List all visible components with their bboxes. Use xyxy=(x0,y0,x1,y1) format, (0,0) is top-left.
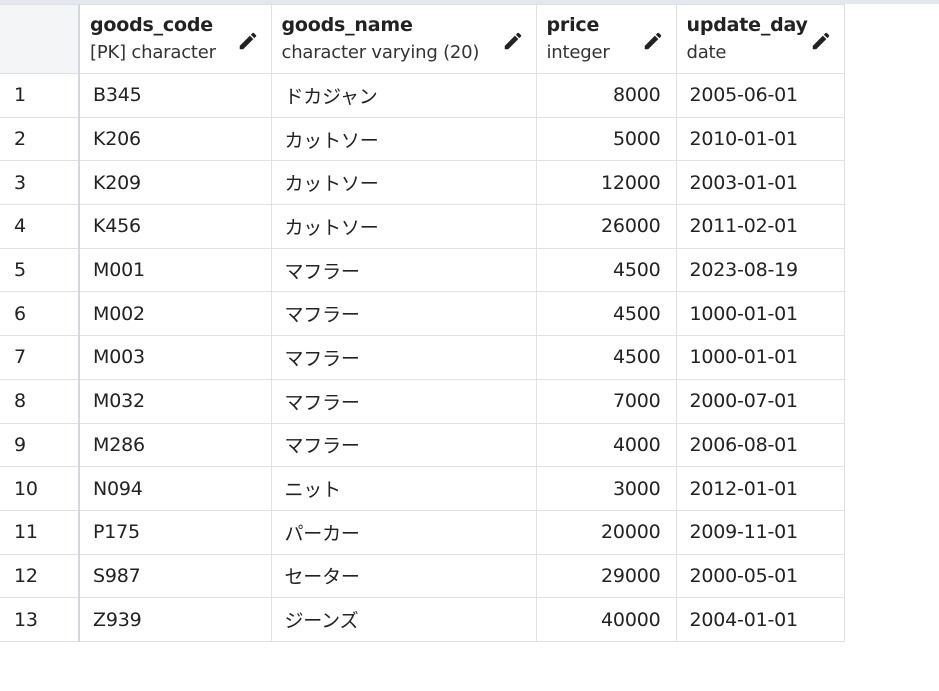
price-cell[interactable]: 7000 xyxy=(535,378,677,424)
column-name: goods_code xyxy=(90,14,213,36)
update-day-cell[interactable]: 1000-01-01 xyxy=(675,335,845,380)
column-name: goods_name xyxy=(281,14,413,36)
update-day-cell[interactable]: 2000-07-01 xyxy=(675,378,845,424)
update-day-cell[interactable]: 2010-01-01 xyxy=(675,116,845,162)
price-cell[interactable]: 3000 xyxy=(535,466,677,511)
table-row[interactable]: 7 M003 マフラー 4500 1000-01-01 xyxy=(0,335,845,380)
goods-code-cell[interactable]: P175 xyxy=(78,509,272,555)
update-day-cell[interactable]: 2011-02-01 xyxy=(675,204,845,249)
table-row[interactable]: 13 Z939 ジーンズ 40000 2004-01-01 xyxy=(0,597,845,642)
goods-name-cell[interactable]: セーター xyxy=(270,553,537,599)
pencil-icon[interactable] xyxy=(810,30,832,52)
goods-name-cell[interactable]: ドカジャン xyxy=(270,73,537,118)
pencil-icon[interactable] xyxy=(237,30,259,52)
goods-name-cell[interactable]: マフラー xyxy=(270,247,537,293)
update-day-cell[interactable]: 2009-11-01 xyxy=(675,509,845,555)
column-name: price xyxy=(546,14,600,36)
data-grid: goods_code [PK] character goods_name cha… xyxy=(0,4,845,642)
update-day-cell[interactable]: 2005-06-01 xyxy=(675,73,845,118)
update-day-cell[interactable]: 1000-01-01 xyxy=(675,291,845,337)
row-number-cell[interactable]: 7 xyxy=(0,335,80,380)
price-cell[interactable]: 4500 xyxy=(535,247,677,293)
column-header-price[interactable]: price integer xyxy=(535,4,677,74)
table-row[interactable]: 8 M032 マフラー 7000 2000-07-01 xyxy=(0,378,845,424)
table-row[interactable]: 10 N094 ニット 3000 2012-01-01 xyxy=(0,466,845,511)
top-divider xyxy=(0,0,939,4)
row-number-cell[interactable]: 5 xyxy=(0,247,80,293)
update-day-cell[interactable]: 2006-08-01 xyxy=(675,422,845,468)
goods-name-cell[interactable]: ジーンズ xyxy=(270,597,537,642)
update-day-cell[interactable]: 2004-01-01 xyxy=(675,597,845,642)
price-cell[interactable]: 20000 xyxy=(535,509,677,555)
goods-code-cell[interactable]: B345 xyxy=(78,73,272,118)
goods-name-cell[interactable]: カットソー xyxy=(270,116,537,162)
row-number-cell[interactable]: 3 xyxy=(0,160,80,206)
goods-code-cell[interactable]: M003 xyxy=(78,335,272,380)
goods-code-cell[interactable]: S987 xyxy=(78,553,272,599)
row-number-cell[interactable]: 11 xyxy=(0,509,80,555)
row-number-header[interactable] xyxy=(0,4,80,74)
row-number-cell[interactable]: 2 xyxy=(0,116,80,162)
row-number-cell[interactable]: 13 xyxy=(0,597,80,642)
row-number-cell[interactable]: 4 xyxy=(0,204,80,249)
goods-code-cell[interactable]: K206 xyxy=(78,116,272,162)
table-row[interactable]: 9 M286 マフラー 4000 2006-08-01 xyxy=(0,422,845,468)
goods-code-cell[interactable]: K209 xyxy=(78,160,272,206)
goods-code-cell[interactable]: M032 xyxy=(78,378,272,424)
update-day-cell[interactable]: 2003-01-01 xyxy=(675,160,845,206)
goods-name-cell[interactable]: マフラー xyxy=(270,378,537,424)
table-row[interactable]: 12 S987 セーター 29000 2000-05-01 xyxy=(0,553,845,599)
goods-code-cell[interactable]: M002 xyxy=(78,291,272,337)
update-day-cell[interactable]: 2000-05-01 xyxy=(675,553,845,599)
goods-name-cell[interactable]: マフラー xyxy=(270,291,537,337)
row-number-cell[interactable]: 8 xyxy=(0,378,80,424)
table-row[interactable]: 3 K209 カットソー 12000 2003-01-01 xyxy=(0,160,845,206)
price-cell[interactable]: 4000 xyxy=(535,422,677,468)
goods-code-cell[interactable]: M286 xyxy=(78,422,272,468)
pencil-icon[interactable] xyxy=(642,30,664,52)
column-type: date xyxy=(686,42,727,63)
table-row[interactable]: 2 K206 カットソー 5000 2010-01-01 xyxy=(0,116,845,162)
price-cell[interactable]: 26000 xyxy=(535,204,677,249)
goods-code-cell[interactable]: K456 xyxy=(78,204,272,249)
column-header-goods-name[interactable]: goods_name character varying (20) xyxy=(270,4,537,74)
table-row[interactable]: 11 P175 パーカー 20000 2009-11-01 xyxy=(0,509,845,555)
price-cell[interactable]: 4500 xyxy=(535,291,677,337)
table-row[interactable]: 1 B345 ドカジャン 8000 2005-06-01 xyxy=(0,73,845,118)
goods-name-cell[interactable]: カットソー xyxy=(270,160,537,206)
price-cell[interactable]: 4500 xyxy=(535,335,677,380)
row-number-cell[interactable]: 9 xyxy=(0,422,80,468)
goods-code-cell[interactable]: N094 xyxy=(78,466,272,511)
price-cell[interactable]: 8000 xyxy=(535,73,677,118)
price-cell[interactable]: 12000 xyxy=(535,160,677,206)
goods-code-cell[interactable]: M001 xyxy=(78,247,272,293)
table-row[interactable]: 5 M001 マフラー 4500 2023-08-19 xyxy=(0,247,845,293)
row-number-cell[interactable]: 10 xyxy=(0,466,80,511)
column-name: update_day xyxy=(686,14,808,36)
price-cell[interactable]: 29000 xyxy=(535,553,677,599)
column-type: character varying (20) xyxy=(281,42,480,63)
row-number-cell[interactable]: 12 xyxy=(0,553,80,599)
update-day-cell[interactable]: 2023-08-19 xyxy=(675,247,845,293)
price-cell[interactable]: 5000 xyxy=(535,116,677,162)
price-cell[interactable]: 40000 xyxy=(535,597,677,642)
table-row[interactable]: 4 K456 カットソー 26000 2011-02-01 xyxy=(0,204,845,249)
goods-code-cell[interactable]: Z939 xyxy=(78,597,272,642)
column-header-goods-code[interactable]: goods_code [PK] character xyxy=(78,4,272,74)
goods-name-cell[interactable]: マフラー xyxy=(270,335,537,380)
column-type: [PK] character xyxy=(90,42,216,63)
goods-name-cell[interactable]: ニット xyxy=(270,466,537,511)
pencil-icon[interactable] xyxy=(502,30,524,52)
row-number-cell[interactable]: 1 xyxy=(0,73,80,118)
goods-name-cell[interactable]: カットソー xyxy=(270,204,537,249)
goods-name-cell[interactable]: パーカー xyxy=(270,509,537,555)
header-row: goods_code [PK] character goods_name cha… xyxy=(0,4,845,74)
row-number-cell[interactable]: 6 xyxy=(0,291,80,337)
update-day-cell[interactable]: 2012-01-01 xyxy=(675,466,845,511)
table-row[interactable]: 6 M002 マフラー 4500 1000-01-01 xyxy=(0,291,845,337)
grid-body: 1 B345 ドカジャン 8000 2005-06-01 2 K206 カットソ… xyxy=(0,73,845,642)
column-header-update-day[interactable]: update_day date xyxy=(675,4,845,74)
goods-name-cell[interactable]: マフラー xyxy=(270,422,537,468)
column-type: integer xyxy=(546,42,610,63)
